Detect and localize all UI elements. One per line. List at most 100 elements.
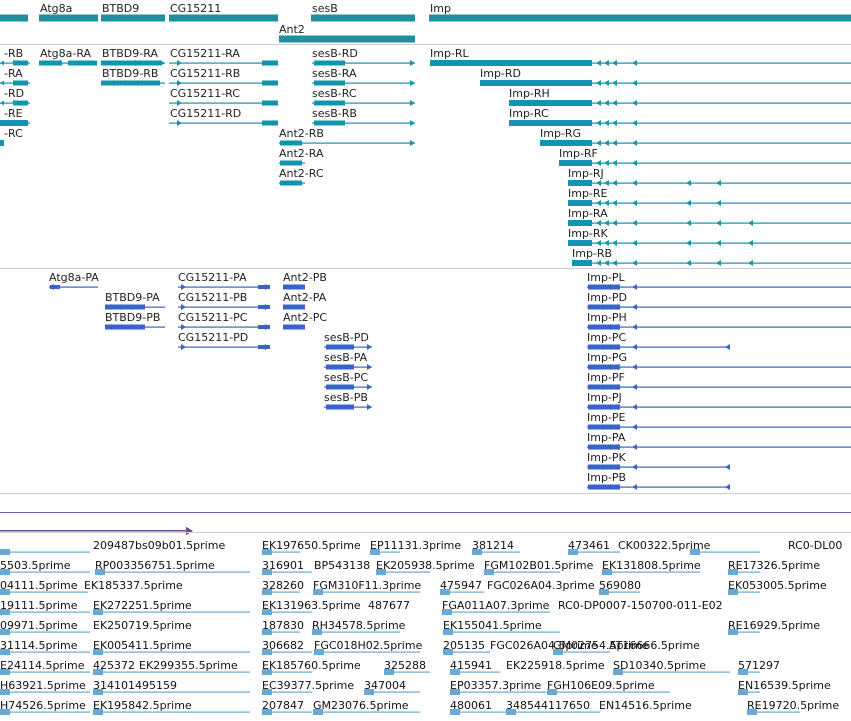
- protein-glyph[interactable]: [283, 284, 305, 290]
- transcript-glyph[interactable]: [262, 120, 278, 126]
- transcript-glyph[interactable]: [410, 60, 415, 66]
- protein-label[interactable]: CG15211-PC: [178, 311, 248, 324]
- transcript-label[interactable]: Ant2-RB: [279, 127, 324, 140]
- transcript-glyph[interactable]: [169, 82, 278, 84]
- transcript-glyph[interactable]: [604, 100, 609, 106]
- protein-glyph[interactable]: [606, 384, 611, 390]
- est-glyph[interactable]: [0, 551, 90, 553]
- transcript-label[interactable]: CG15211-RA: [170, 47, 240, 60]
- est-label[interactable]: EP11131.3prime: [370, 539, 462, 552]
- transcript-label[interactable]: Imp-RH: [509, 87, 550, 100]
- protein-glyph[interactable]: [598, 444, 603, 450]
- transcript-glyph[interactable]: [716, 220, 721, 226]
- est-glyph[interactable]: [93, 669, 98, 675]
- transcript-glyph[interactable]: [686, 220, 691, 226]
- transcript-glyph[interactable]: [612, 180, 617, 186]
- transcript-label[interactable]: sesB-RA: [312, 67, 357, 80]
- protein-glyph[interactable]: [614, 324, 619, 330]
- transcript-glyph[interactable]: [540, 142, 851, 144]
- transcript-glyph[interactable]: [480, 80, 592, 86]
- protein-glyph[interactable]: [632, 384, 637, 390]
- est-glyph[interactable]: [93, 689, 98, 695]
- est-glyph[interactable]: [0, 649, 5, 655]
- transcript-label[interactable]: -RA: [4, 67, 23, 80]
- transcript-glyph[interactable]: [0, 140, 4, 146]
- transcript-glyph[interactable]: [604, 120, 609, 126]
- protein-glyph[interactable]: [131, 324, 136, 330]
- est-glyph[interactable]: [314, 649, 319, 655]
- gene-glyph[interactable]: [101, 14, 165, 22]
- est-label[interactable]: FGH106E09.5prime: [547, 679, 655, 692]
- transcript-glyph[interactable]: [604, 140, 609, 146]
- est-glyph[interactable]: [450, 689, 455, 695]
- transcript-glyph[interactable]: [177, 60, 182, 66]
- transcript-glyph[interactable]: [612, 100, 617, 106]
- protein-label[interactable]: Ant2-PA: [283, 291, 327, 304]
- est-glyph[interactable]: [443, 649, 448, 655]
- transcript-glyph[interactable]: [559, 160, 592, 166]
- protein-glyph[interactable]: [614, 304, 619, 310]
- transcript-label[interactable]: Imp-RK: [568, 227, 608, 240]
- est-glyph[interactable]: [738, 669, 743, 675]
- est-glyph[interactable]: [262, 551, 300, 553]
- est-glyph[interactable]: [262, 609, 267, 615]
- est-glyph[interactable]: [553, 649, 558, 655]
- transcript-glyph[interactable]: [568, 222, 851, 224]
- protein-glyph[interactable]: [632, 324, 637, 330]
- transcript-glyph[interactable]: [312, 102, 415, 104]
- protein-glyph[interactable]: [49, 286, 98, 288]
- est-glyph[interactable]: [262, 589, 267, 595]
- transcript-glyph[interactable]: [596, 260, 601, 266]
- transcript-glyph[interactable]: [612, 80, 617, 86]
- est-label[interactable]: EN14516.5prime: [599, 699, 692, 712]
- transcript-label[interactable]: Ant2-RC: [279, 167, 324, 180]
- signal-region[interactable]: [0, 530, 192, 532]
- protein-label[interactable]: Imp-PG: [587, 351, 628, 364]
- transcript-glyph[interactable]: [686, 260, 691, 266]
- protein-glyph[interactable]: [606, 304, 611, 310]
- transcript-glyph[interactable]: [410, 120, 415, 126]
- est-glyph[interactable]: [506, 711, 600, 713]
- protein-glyph[interactable]: [49, 284, 54, 290]
- transcript-glyph[interactable]: [509, 100, 592, 106]
- est-label[interactable]: EC39377.5prime: [262, 679, 355, 692]
- protein-glyph[interactable]: [598, 464, 603, 470]
- protein-glyph[interactable]: [598, 384, 603, 390]
- protein-glyph[interactable]: [587, 286, 851, 288]
- transcript-glyph[interactable]: [632, 120, 637, 126]
- transcript-glyph[interactable]: [280, 180, 302, 186]
- est-glyph[interactable]: [450, 709, 455, 715]
- est-label[interactable]: AT16666.5prime: [609, 639, 700, 652]
- est-glyph[interactable]: [0, 611, 90, 613]
- protein-glyph[interactable]: [367, 404, 372, 410]
- protein-glyph[interactable]: [587, 426, 851, 428]
- transcript-glyph[interactable]: [596, 100, 601, 106]
- est-glyph[interactable]: [262, 549, 267, 555]
- transcript-glyph[interactable]: [604, 60, 609, 66]
- est-glyph[interactable]: [728, 591, 760, 593]
- protein-glyph[interactable]: [587, 466, 730, 468]
- est-glyph[interactable]: [93, 691, 250, 693]
- signal-line[interactable]: [0, 512, 851, 513]
- est-glyph[interactable]: [262, 651, 312, 653]
- transcript-glyph[interactable]: [632, 160, 637, 166]
- transcript-glyph[interactable]: [596, 180, 601, 186]
- est-label[interactable]: 487677: [368, 599, 410, 612]
- protein-glyph[interactable]: [598, 404, 603, 410]
- gene-glyph[interactable]: [159, 14, 165, 22]
- est-glyph[interactable]: [314, 651, 420, 653]
- est-label[interactable]: BP543138: [314, 559, 371, 572]
- est-glyph[interactable]: [442, 611, 550, 613]
- est-glyph[interactable]: [0, 671, 90, 673]
- est-label[interactable]: EK250719.5prime: [93, 619, 192, 632]
- est-glyph[interactable]: [0, 571, 90, 573]
- protein-glyph[interactable]: [725, 484, 730, 490]
- transcript-label[interactable]: CG15211-RD: [170, 107, 242, 120]
- est-label[interactable]: 187830: [262, 619, 304, 632]
- est-label[interactable]: 348544117650: [506, 699, 590, 712]
- protein-glyph[interactable]: [632, 424, 637, 430]
- est-label[interactable]: RE17326.5prime: [728, 559, 821, 572]
- protein-glyph[interactable]: [588, 304, 620, 310]
- transcript-glyph[interactable]: [716, 240, 721, 246]
- est-label[interactable]: FGC018H02.5prime: [314, 639, 423, 652]
